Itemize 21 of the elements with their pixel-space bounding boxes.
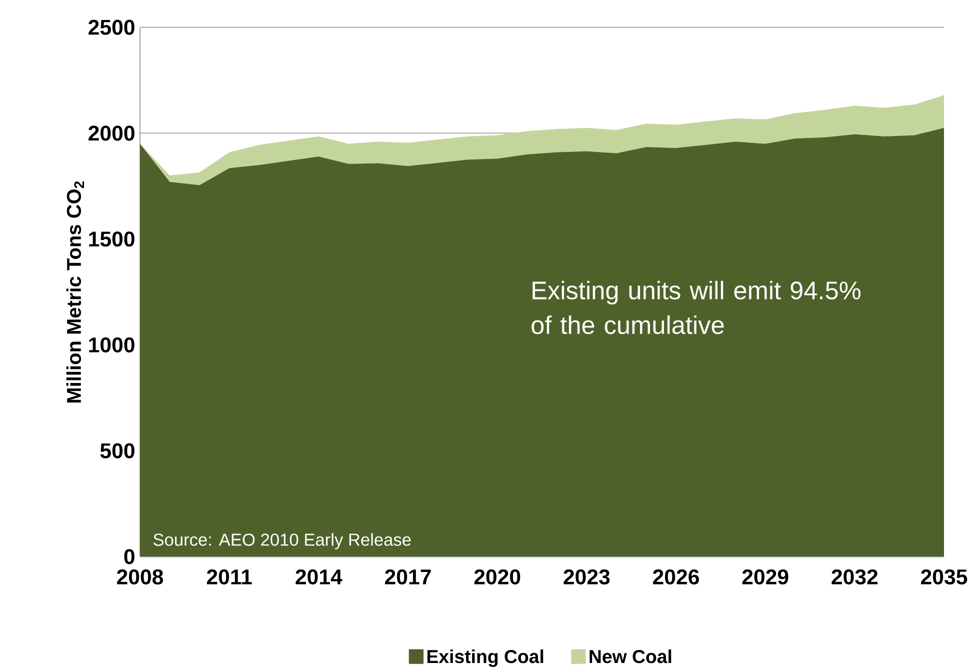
x-tick-label: 2008 <box>117 570 164 585</box>
annotation: Existing units will emit 94.5% of the cumulative <box>532 281 860 334</box>
y-axis-title: Million Metric Tons CO$_{2}$ <box>66 182 84 403</box>
x-tick-label: 2023 <box>564 570 610 585</box>
annotation: Source: AEO 2010 Early Release <box>154 533 411 550</box>
y-tick-label: 2500 <box>88 20 134 36</box>
y-tick-label: 2000 <box>88 126 134 141</box>
y-tick-label: 0 <box>124 549 134 564</box>
y-tick-label: 1000 <box>89 338 134 353</box>
x-tick-label: 2020 <box>474 570 520 585</box>
y-tick-label: 1500 <box>89 232 134 247</box>
y-tick-label: 500 <box>100 443 134 459</box>
legend-label: New Coal <box>590 650 672 664</box>
legend-label: Existing Coal <box>427 650 544 668</box>
x-tick-label: 2029 <box>742 570 788 585</box>
x-tick-label: 2014 <box>296 570 342 585</box>
x-tick-label: 2032 <box>832 570 878 585</box>
x-tick-label: 2011 <box>206 570 252 585</box>
x-tick-label: 2035 <box>921 570 968 585</box>
x-tick-label: 2026 <box>653 570 699 585</box>
x-tick-label: 2017 <box>385 570 431 585</box>
